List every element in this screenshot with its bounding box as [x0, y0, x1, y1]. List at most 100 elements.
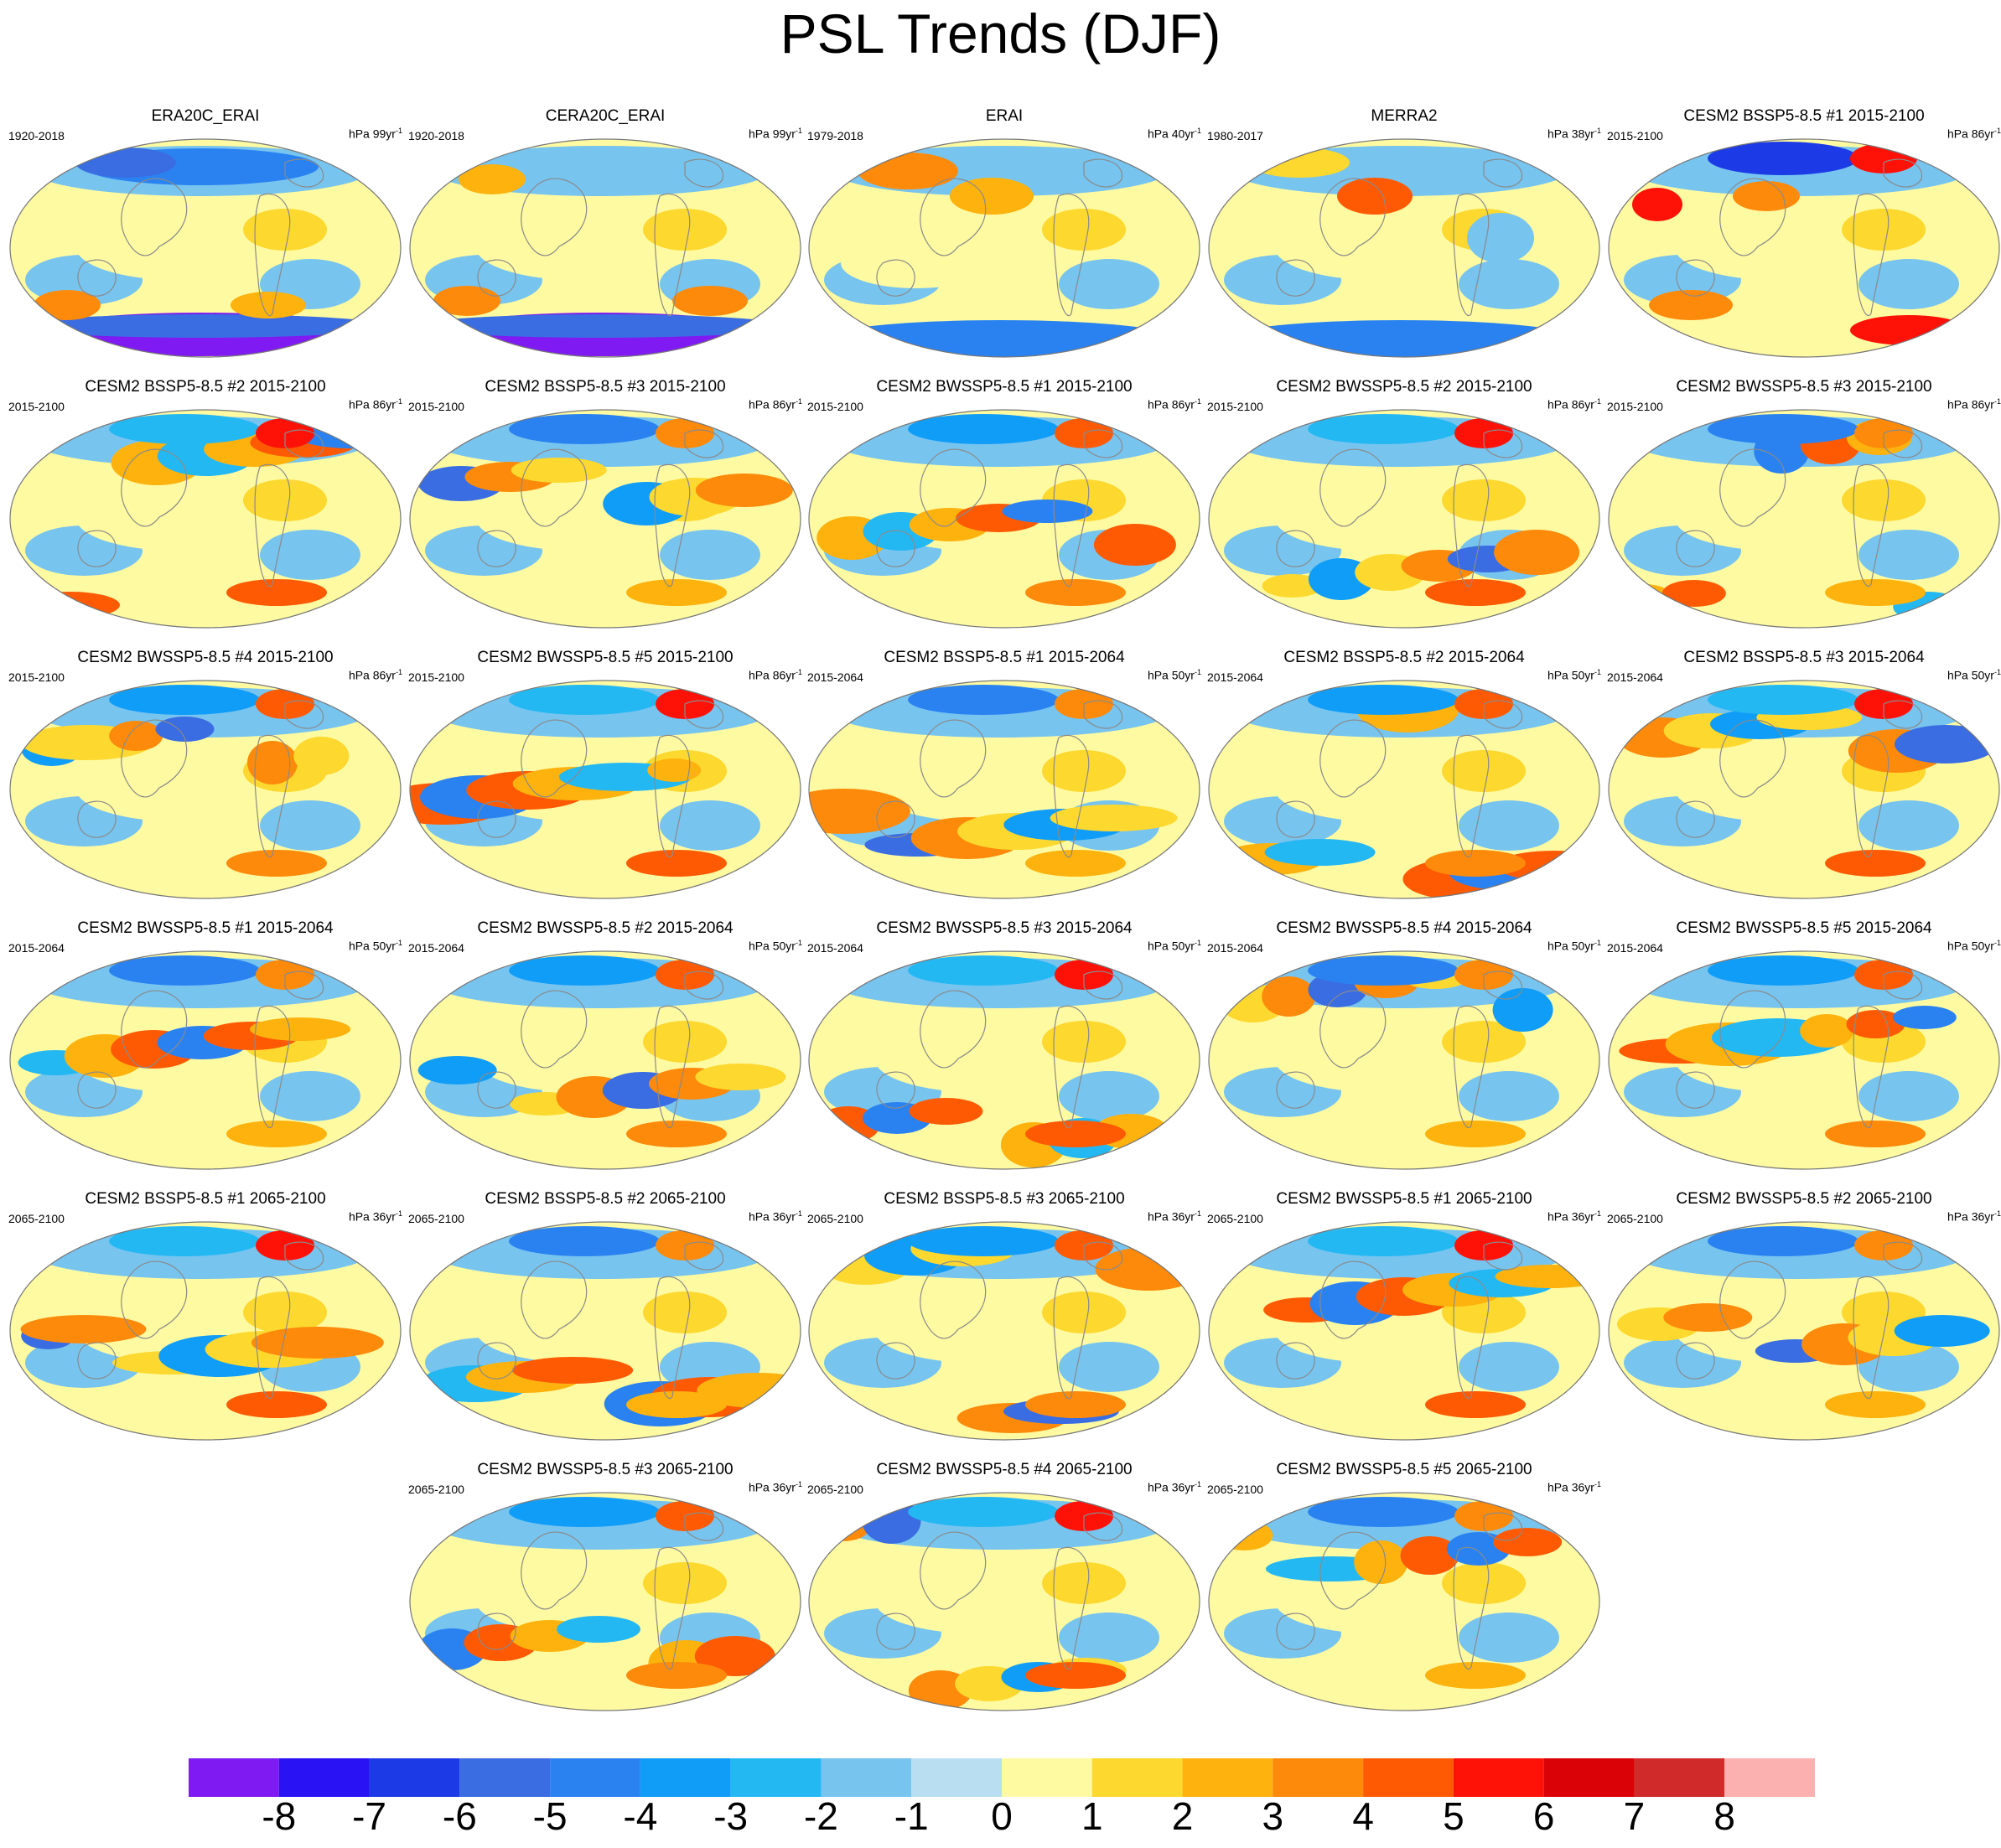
trend-map [409, 680, 801, 899]
panel-units-text: hPa 36yr [348, 1209, 396, 1224]
trend-contour-region [1042, 1562, 1126, 1604]
panel-period: 1920-2018 [8, 129, 65, 142]
coastline [477, 259, 516, 297]
trend-contour-region [874, 754, 1076, 821]
panel-title: CESM2 BSSP5-8.5 #1 2015-2100 [1683, 107, 1925, 125]
panel-units-exponent: -1 [1594, 127, 1601, 135]
coastline [1883, 700, 1923, 729]
panel-period: 1979-2018 [807, 129, 863, 142]
panel-units-exponent: -1 [1594, 939, 1601, 947]
colorbar-swatch [1543, 1758, 1635, 1797]
coastline [1853, 734, 1890, 857]
trend-contour-region [626, 1391, 727, 1418]
panel-units-text: hPa 50yr [1947, 668, 1994, 682]
trend-contour-region [475, 1296, 677, 1363]
map-panel: CESM2 BWSSP5-8.5 #5 2065-2100 2065-2100 hP… [1207, 1461, 1601, 1712]
trend-contour-region [1492, 988, 1553, 1032]
map-border [1208, 1221, 1600, 1441]
trend-contour-region [643, 1021, 727, 1063]
map-panel: CESM2 BWSSP5-8.5 #1 2065-2100 2065-2100 hP… [1207, 1190, 1601, 1442]
panel-period: 2015-2064 [1607, 941, 1663, 955]
colorbar-swatch [1091, 1758, 1183, 1797]
panel-units-exponent: -1 [395, 1209, 402, 1218]
trend-contour-region [243, 1292, 327, 1333]
coastline [77, 259, 117, 297]
colorbar-swatch [730, 1758, 822, 1797]
coastline [1319, 448, 1387, 527]
trend-contour-region [1674, 484, 1875, 551]
map-border [409, 1492, 801, 1711]
trend-contour-region [643, 1562, 727, 1604]
map-border [808, 680, 1200, 899]
panel-period: 2015-2100 [1607, 129, 1663, 142]
trend-contour-region [20, 1315, 147, 1343]
trend-contour-region [1059, 259, 1159, 309]
trend-contour-region [1050, 805, 1178, 831]
trend-contour-region [1674, 754, 1875, 821]
panel-units: hPa 36yr-1 [349, 1209, 402, 1224]
map-border [1608, 409, 2000, 629]
colorbar-tick-label: 7 [1623, 1794, 1646, 1838]
panel-units: hPa 36yr-1 [1148, 1209, 1201, 1224]
trend-contour-region [643, 209, 727, 251]
trend-contour-region [1493, 1528, 1563, 1556]
trend-contour-region [1264, 839, 1376, 866]
trend-contour-region [908, 1497, 1059, 1527]
colorbar-tick-label: 8 [1713, 1794, 1736, 1838]
panel-units: hPa 50yr-1 [1947, 939, 2001, 953]
trend-contour-region [841, 238, 992, 288]
trend-contour-region [1425, 1121, 1526, 1147]
trend-contour-region [1733, 181, 1800, 211]
panel-title: CESM2 BWSSP5-8.5 #2 2015-2064 [477, 919, 734, 937]
coastline [1053, 193, 1090, 316]
coastline [284, 1241, 324, 1271]
trend-map [409, 138, 801, 358]
trend-contour-region [1400, 1536, 1459, 1575]
panel-title: CESM2 BSSP5-8.5 #2 2015-2064 [1283, 649, 1525, 666]
map-border [409, 1221, 801, 1441]
panel-period: 2065-2100 [408, 1212, 464, 1225]
coastline [77, 1071, 117, 1109]
coastline [477, 800, 516, 838]
coastline [254, 1005, 291, 1128]
map-panel: CESM2 BWSSP5-8.5 #3 2065-2100 2065-2100 hP… [408, 1461, 802, 1712]
panel-period: 2015-2064 [807, 670, 863, 684]
panel-units-text: hPa 86yr [1947, 397, 1994, 412]
coastline [1853, 1276, 1890, 1399]
coastline [1853, 1005, 1890, 1128]
panel-units-exponent: -1 [1993, 1209, 2001, 1218]
trend-contour-region [874, 1025, 1076, 1092]
map-panel: CESM2 BSSP5-8.5 #3 2065-2100 2065-2100 hPa… [807, 1190, 1201, 1442]
panel-period: 2015-2064 [1207, 670, 1263, 684]
panel-units-text: hPa 50yr [1147, 668, 1195, 682]
panel-title: CESM2 BWSSP5-8.5 #3 2015-2064 [876, 919, 1133, 937]
panel-units: hPa 86yr-1 [1148, 397, 1201, 412]
trend-contour-region [1308, 685, 1459, 715]
coastline [876, 1342, 915, 1380]
trend-contour-region [1042, 1021, 1126, 1063]
trend-contour-region [17, 314, 386, 338]
panel-units-text: hPa 86yr [748, 668, 796, 682]
trend-contour-region [647, 758, 702, 782]
panel-units-exponent: -1 [795, 668, 802, 676]
panel-units-text: hPa 36yr [748, 1209, 796, 1224]
trend-contour-region [1095, 1247, 1200, 1291]
trend-contour-region [1025, 1121, 1126, 1147]
trend-contour-region [1892, 1006, 1957, 1029]
map-border [1608, 1221, 2000, 1441]
coastline [1883, 429, 1923, 458]
coastline [284, 429, 324, 458]
trend-contour-region [1442, 479, 1526, 521]
trend-contour-region [1337, 178, 1413, 215]
trend-map [808, 950, 1200, 1170]
coastline [1883, 1241, 1923, 1271]
trend-contour-region [109, 1226, 260, 1256]
coastline [1676, 259, 1715, 297]
colorbar-swatch [278, 1758, 370, 1797]
colorbar-swatch [189, 1758, 279, 1797]
trend-contour-region [34, 290, 101, 320]
coastline [77, 1342, 117, 1380]
panel-period: 2065-2100 [1207, 1212, 1263, 1225]
panel-title: CESM2 BWSSP5-8.5 #3 2015-2100 [1676, 378, 1932, 396]
trend-contour-region [626, 1662, 727, 1689]
